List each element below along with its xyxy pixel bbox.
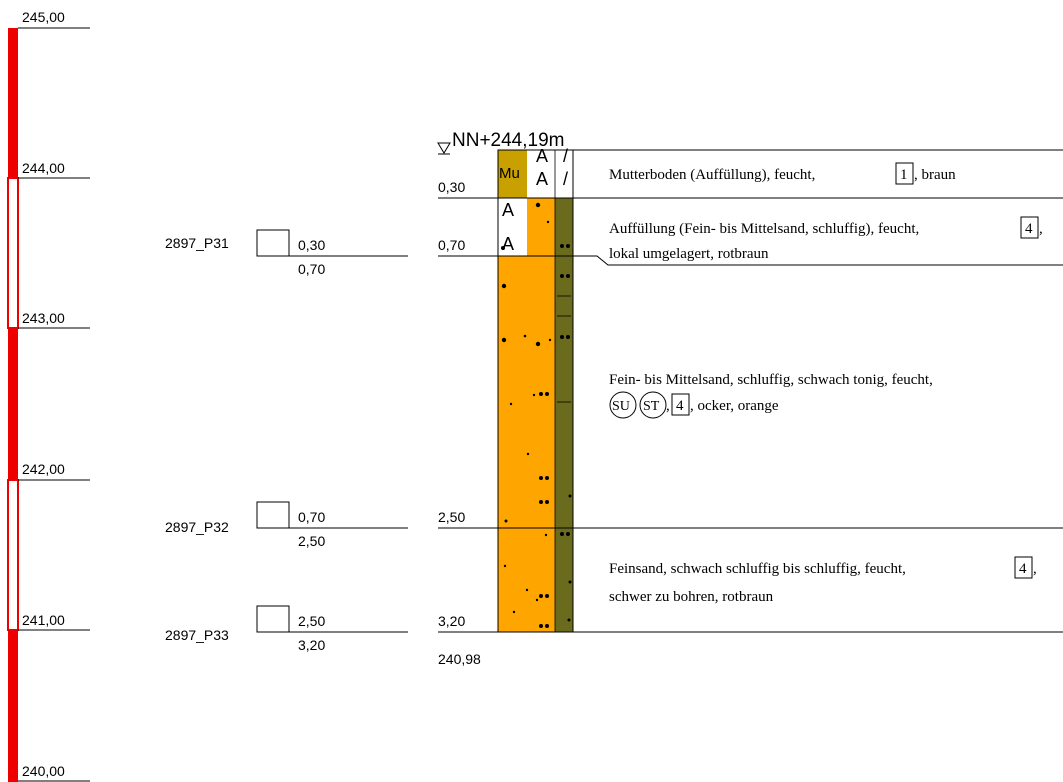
scale-segment bbox=[8, 328, 18, 480]
scale-label: 243,00 bbox=[22, 310, 65, 326]
layer-3-fill bbox=[498, 256, 555, 528]
consistency-box: 4 bbox=[676, 398, 684, 414]
scale-segment bbox=[7, 479, 19, 631]
layer-2-description: Auffüllung (Fein- bis Mittelsand, schluf… bbox=[609, 216, 1043, 262]
scale-segment bbox=[8, 630, 18, 782]
depth-label: 0,70 bbox=[438, 237, 465, 253]
layer-1-fill bbox=[498, 150, 527, 198]
layer-1-description: Mutterboden (Auffüllung), feucht, 1 , br… bbox=[609, 162, 956, 185]
depth-labels: 0,30 0,70 2,50 3,20 240,98 bbox=[438, 179, 498, 667]
description-text: , braun bbox=[914, 167, 956, 183]
fill-symbol: / bbox=[563, 169, 568, 189]
description-text: , ocker, orange bbox=[690, 398, 779, 414]
description-text: schwer zu bohren, rotbraun bbox=[609, 589, 774, 605]
column-outline bbox=[497, 149, 574, 633]
description-text: , bbox=[1033, 561, 1037, 577]
sample-bottom-depth: 2,50 bbox=[298, 533, 325, 549]
sample-bottom-depth: 3,20 bbox=[298, 637, 325, 653]
consistency-box: 1 bbox=[900, 167, 908, 183]
layer-4-fill bbox=[498, 528, 555, 632]
soil-group-circle: ST bbox=[643, 399, 660, 414]
soil-group-circle: SU bbox=[612, 399, 630, 414]
fill-symbol: A bbox=[536, 146, 548, 166]
sample-bottom-depth: 0,70 bbox=[298, 261, 325, 277]
scale-label: 242,00 bbox=[22, 461, 65, 477]
fill-symbol: A bbox=[502, 234, 514, 254]
column-header: NN+244,19m bbox=[437, 130, 1063, 155]
scale-label: 244,00 bbox=[22, 160, 65, 176]
description-text: lokal umgelagert, rotbraun bbox=[609, 246, 769, 262]
sample-top-depth: 0,70 bbox=[298, 509, 325, 525]
consistency-box: 4 bbox=[1019, 561, 1027, 577]
band-markers bbox=[539, 244, 572, 628]
description-text: Feinsand, schwach schluffig bis schluffi… bbox=[609, 561, 906, 577]
description-text: Auffüllung (Fein- bis Mittelsand, schluf… bbox=[609, 221, 919, 237]
depth-label: 0,30 bbox=[438, 179, 465, 195]
description-text: Mutterboden (Auffüllung), feucht, bbox=[609, 167, 815, 183]
description-text: Fein- bis Mittelsand, schluffig, schwach… bbox=[609, 372, 933, 388]
fill-symbol: / bbox=[563, 146, 568, 166]
scale-label: 245,00 bbox=[22, 9, 65, 25]
consistency-box: 4 bbox=[1025, 221, 1033, 237]
sample-p31: 2897_P31 0,30 0,70 bbox=[165, 229, 408, 277]
final-elevation: 240,98 bbox=[438, 651, 481, 667]
scale-segment bbox=[7, 177, 19, 329]
sample-box bbox=[256, 605, 290, 633]
water-level-triangle-icon bbox=[437, 142, 451, 155]
scale-segment bbox=[8, 28, 18, 178]
sample-box bbox=[256, 501, 290, 529]
description-lines bbox=[573, 197, 1063, 633]
sample-name: 2897_P32 bbox=[165, 519, 229, 535]
sample-name: 2897_P33 bbox=[165, 627, 229, 643]
layer-1-symbol: Mu bbox=[499, 165, 520, 182]
layer-1-pattern bbox=[527, 150, 573, 198]
fill-symbol: A bbox=[502, 200, 514, 220]
sample-name: 2897_P31 bbox=[165, 235, 229, 251]
scale-label: 241,00 bbox=[22, 612, 65, 628]
sample-p32: 2897_P32 0,70 2,50 bbox=[165, 501, 408, 549]
elevation-scale: 245,00 244,00 243,00 242,00 241,00 240,0… bbox=[7, 9, 90, 782]
borehole-column: Mu A A / / A A bbox=[497, 146, 574, 633]
sand-dots bbox=[501, 283, 552, 614]
sample-box bbox=[256, 229, 290, 257]
layer-3-description: Fein- bis Mittelsand, schluffig, schwach… bbox=[609, 372, 933, 419]
depth-label: 3,20 bbox=[438, 613, 465, 629]
fill-symbol: A bbox=[536, 169, 548, 189]
description-text: , bbox=[1039, 221, 1043, 237]
sample-p33: 2897_P33 2,50 3,20 bbox=[165, 605, 408, 653]
elevation-label: NN+244,19m bbox=[452, 130, 564, 151]
sample-top-depth: 0,30 bbox=[298, 237, 325, 253]
layer-2-fill bbox=[527, 198, 555, 256]
scale-label: 240,00 bbox=[22, 763, 65, 779]
side-band bbox=[555, 198, 573, 632]
description-text: , bbox=[666, 398, 670, 414]
depth-label: 2,50 bbox=[438, 509, 465, 525]
sample-top-depth: 2,50 bbox=[298, 613, 325, 629]
layer-4-description: Feinsand, schwach schluffig bis schluffi… bbox=[609, 556, 1037, 605]
